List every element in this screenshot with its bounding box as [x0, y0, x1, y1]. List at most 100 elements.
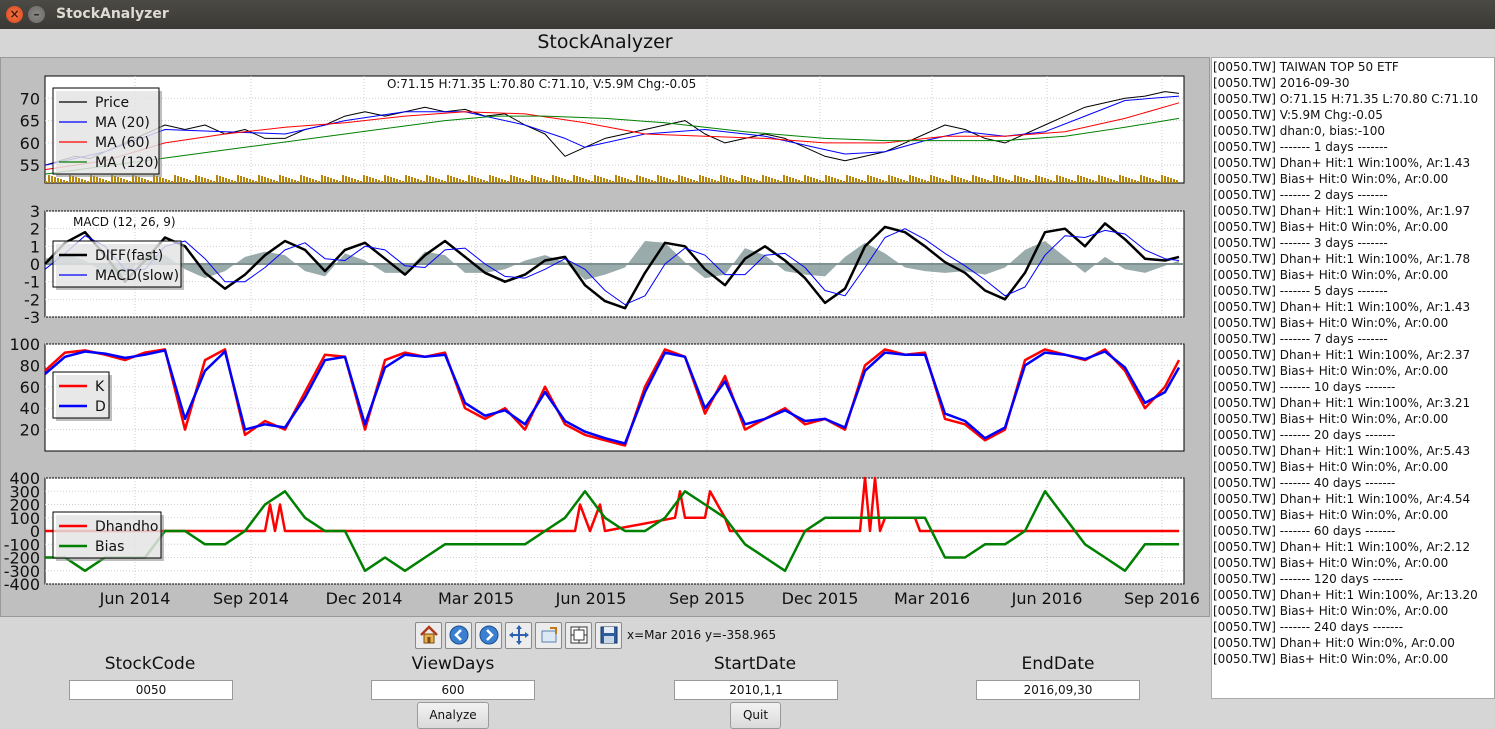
volume-bar — [537, 177, 539, 183]
volume-bar — [702, 176, 704, 183]
volume-bar — [1140, 175, 1142, 183]
zoom-icon[interactable] — [535, 621, 562, 649]
volume-bar — [717, 181, 719, 183]
histogram-area — [925, 264, 945, 273]
volume-bar — [456, 178, 458, 183]
volume-bar — [999, 177, 1001, 183]
series-line-d — [44, 349, 1181, 445]
home-icon[interactable] — [415, 621, 442, 649]
volume-bar — [594, 175, 596, 183]
volume-bar — [429, 176, 431, 183]
quit-button[interactable]: Quit — [730, 702, 781, 729]
volume-bar — [369, 177, 371, 183]
volume-bar — [1092, 180, 1094, 183]
volume-bar — [351, 178, 353, 183]
histogram-area — [605, 264, 625, 275]
volume-bar — [726, 177, 728, 183]
close-icon[interactable]: × — [6, 6, 23, 23]
log-panel[interactable]: [0050.TW] TAIWAN TOP 50 ETF [0050.TW] 201… — [1211, 57, 1495, 699]
stock-code-input[interactable]: 0050 — [69, 680, 233, 700]
volume-bar — [201, 177, 203, 183]
volume-bar — [666, 178, 668, 183]
start-date-input[interactable]: 2010,1,1 — [674, 680, 838, 700]
log-line: [0050.TW] ------- 240 days ------- — [1213, 620, 1404, 634]
volume-bar — [627, 179, 629, 183]
save-icon[interactable] — [595, 621, 622, 649]
volume-bar — [87, 181, 89, 183]
y-tick-label: -300 — [4, 562, 40, 581]
volume-bar — [492, 176, 494, 183]
histogram-area — [625, 241, 645, 268]
volume-bar — [315, 180, 317, 183]
volume-bar — [66, 181, 68, 183]
view-days-input[interactable]: 600 — [371, 680, 535, 700]
volume-bar — [1170, 178, 1172, 183]
volume-bar — [246, 178, 248, 183]
volume-bar — [567, 180, 569, 183]
analyze-button[interactable]: Analyze — [417, 702, 489, 729]
volume-bar — [192, 181, 194, 183]
volume-bar — [795, 179, 797, 183]
volume-bar — [387, 176, 389, 183]
histogram-area — [525, 255, 545, 264]
plot-canvas[interactable]: 55 60 65 70 Price MA (20) MA (60) MA (120) O:71.… — [0, 57, 1210, 617]
volume-bar — [279, 175, 281, 183]
volume-bar — [1173, 179, 1175, 183]
pan-icon[interactable] — [505, 621, 532, 649]
legend-box — [52, 240, 182, 288]
volume-bar — [897, 178, 899, 183]
volume-bar — [858, 179, 860, 183]
x-tick-label: Jun 2016 — [1011, 589, 1083, 608]
histogram-area — [805, 264, 825, 277]
volume-bar — [699, 175, 701, 183]
configure-icon[interactable] — [565, 621, 592, 649]
volume-bar — [546, 180, 548, 183]
volume-bar — [612, 181, 614, 183]
volume-bar — [852, 177, 854, 183]
log-line: [0050.TW] 2016-09-30 — [1213, 76, 1350, 90]
chart-figure[interactable]: 55 60 65 70 Price MA (20) MA (60) MA (120) O:71.… — [1, 58, 1209, 616]
volume-bar — [147, 180, 149, 183]
volume-bar — [381, 181, 383, 183]
end-date-input[interactable]: 2016,09,30 — [976, 680, 1140, 700]
volume-bar — [420, 180, 422, 183]
volume-bar — [177, 176, 179, 183]
log-line: [0050.TW] ------- 40 days ------- — [1213, 476, 1396, 490]
volume-bar — [489, 175, 491, 183]
volume-bar — [156, 176, 158, 183]
legend-entry: MACD(slow) — [95, 268, 179, 284]
volume-bar — [363, 175, 365, 183]
plot-toolbar: x=Mar 2016 y=-358.965 — [415, 620, 776, 650]
volume-bar — [444, 181, 446, 183]
legend-entry: DIFF(fast) — [95, 248, 163, 264]
macd-title: MACD (12, 26, 9) — [73, 215, 176, 229]
volume-bar — [453, 177, 455, 183]
volume-bar — [384, 175, 386, 183]
volume-bar — [1071, 180, 1073, 183]
volume-bar — [792, 178, 794, 183]
volume-bar — [855, 178, 857, 183]
volume-bar — [876, 178, 878, 183]
volume-bar — [624, 178, 626, 183]
y-tick-label: 65 — [20, 112, 40, 131]
log-line: [0050.TW] Dhan+ Hit:1 Win:100%, Ar:3.21 — [1213, 396, 1471, 410]
back-icon[interactable] — [445, 621, 472, 649]
volume-bar — [729, 178, 731, 183]
volume-bar — [120, 178, 122, 183]
log-line: [0050.TW] Bias+ Hit:0 Win:0%, Ar:0.00 — [1213, 508, 1449, 522]
minimize-icon[interactable]: – — [28, 6, 45, 23]
volume-bar — [603, 178, 605, 183]
forward-icon[interactable] — [475, 621, 502, 649]
volume-bar — [939, 178, 941, 183]
log-line: [0050.TW] Bias+ Hit:0 Win:0%, Ar:0.00 — [1213, 316, 1449, 330]
volume-bar — [963, 179, 965, 183]
volume-bar — [336, 180, 338, 183]
log-line: [0050.TW] V:5.9M Chg:-0.05 — [1213, 108, 1383, 122]
volume-bar — [951, 175, 953, 183]
volume-bar — [654, 181, 656, 183]
volume-bar — [153, 175, 155, 183]
volume-bar — [90, 175, 92, 183]
histogram-area — [645, 241, 665, 264]
volume-bar — [516, 177, 518, 183]
volume-bar — [114, 176, 116, 183]
